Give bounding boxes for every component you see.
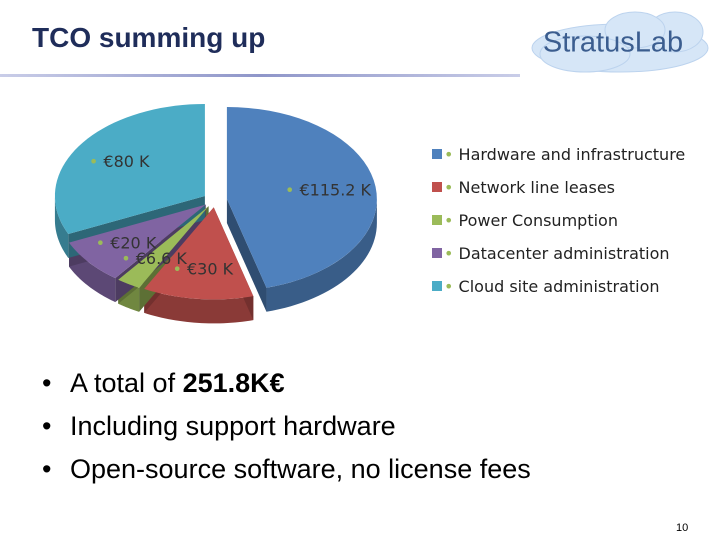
label-bullet: • bbox=[89, 152, 104, 171]
page-number: 10 bbox=[676, 522, 689, 534]
logo-text: StratusLab bbox=[543, 27, 683, 59]
bullet-text: A total of bbox=[70, 368, 183, 398]
value-label: • €30 K bbox=[172, 259, 233, 278]
slice-face bbox=[226, 199, 267, 312]
legend-swatch bbox=[432, 215, 442, 225]
label-bullet: • bbox=[285, 180, 300, 199]
label-bullet: • bbox=[121, 249, 136, 268]
label-bullet: • bbox=[172, 259, 187, 278]
legend-text: Cloud site administration bbox=[459, 277, 660, 296]
slice bbox=[118, 206, 209, 288]
legend-text: Power Consumption bbox=[459, 211, 618, 230]
legend-label: • Power Consumption bbox=[444, 211, 618, 230]
value-label: • €20 K bbox=[96, 233, 157, 252]
title-rule bbox=[0, 74, 520, 77]
legend-swatch bbox=[432, 182, 442, 192]
legend-text: Hardware and infrastructure bbox=[459, 145, 686, 164]
value-label-text: €20 K bbox=[110, 233, 157, 252]
slice bbox=[226, 107, 377, 288]
pie-chart: • €115.2 K• €30 K• €6.6 K• €20 K• €80 K •… bbox=[54, 103, 685, 324]
label-bullet: • bbox=[96, 233, 111, 252]
legend-bullet: • bbox=[444, 277, 459, 296]
bullet: Open-source software, no license fees bbox=[42, 448, 531, 491]
slice-side bbox=[266, 199, 377, 312]
legend-bullet: • bbox=[444, 244, 459, 263]
legend-swatch bbox=[432, 248, 442, 258]
slice bbox=[54, 103, 205, 234]
legend-label: • Network line leases bbox=[444, 178, 615, 197]
legend-label: • Cloud site administration bbox=[444, 277, 660, 296]
bullet-text: Including support hardware bbox=[70, 411, 396, 441]
bullet: A total of 251.8K€ bbox=[42, 362, 531, 405]
logo: StratusLab bbox=[531, 11, 709, 73]
slide-title: TCO summing up bbox=[32, 22, 266, 53]
legend-bullet: • bbox=[444, 211, 459, 230]
slice-side bbox=[144, 288, 254, 324]
value-label: • €80 K bbox=[89, 152, 150, 171]
legend-text: Network line leases bbox=[459, 178, 615, 197]
bullet: Including support hardware bbox=[42, 405, 531, 448]
bullet-text: Open-source software, no license fees bbox=[70, 454, 531, 484]
value-label: • €6.6 K bbox=[121, 249, 187, 268]
bullet-bold: 251.8K€ bbox=[182, 368, 285, 398]
slice-side bbox=[54, 195, 69, 258]
slice bbox=[69, 204, 206, 279]
value-label-text: €115.2 K bbox=[299, 180, 371, 199]
legend-bullet: • bbox=[444, 145, 459, 164]
bullet-list: A total of 251.8K€ Including support har… bbox=[42, 362, 531, 491]
legend-text: Datacenter administration bbox=[459, 244, 670, 263]
legend-swatch bbox=[432, 149, 442, 159]
value-label-text: €6.6 K bbox=[136, 249, 188, 268]
slice bbox=[144, 207, 254, 300]
value-label-text: €80 K bbox=[103, 152, 150, 171]
legend-bullet: • bbox=[444, 178, 459, 197]
legend-label: • Hardware and infrastructure bbox=[444, 145, 685, 164]
legend-label: • Datacenter administration bbox=[444, 244, 670, 263]
value-label-text: €30 K bbox=[187, 259, 234, 278]
value-label: • €115.2 K bbox=[285, 180, 372, 199]
legend-swatch bbox=[432, 281, 442, 291]
